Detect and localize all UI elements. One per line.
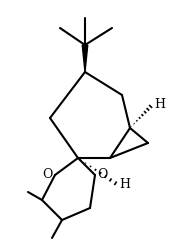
Text: O: O (43, 167, 53, 181)
Text: H: H (154, 98, 165, 112)
Polygon shape (82, 45, 88, 72)
Text: O: O (97, 167, 107, 181)
Text: H: H (119, 179, 130, 191)
